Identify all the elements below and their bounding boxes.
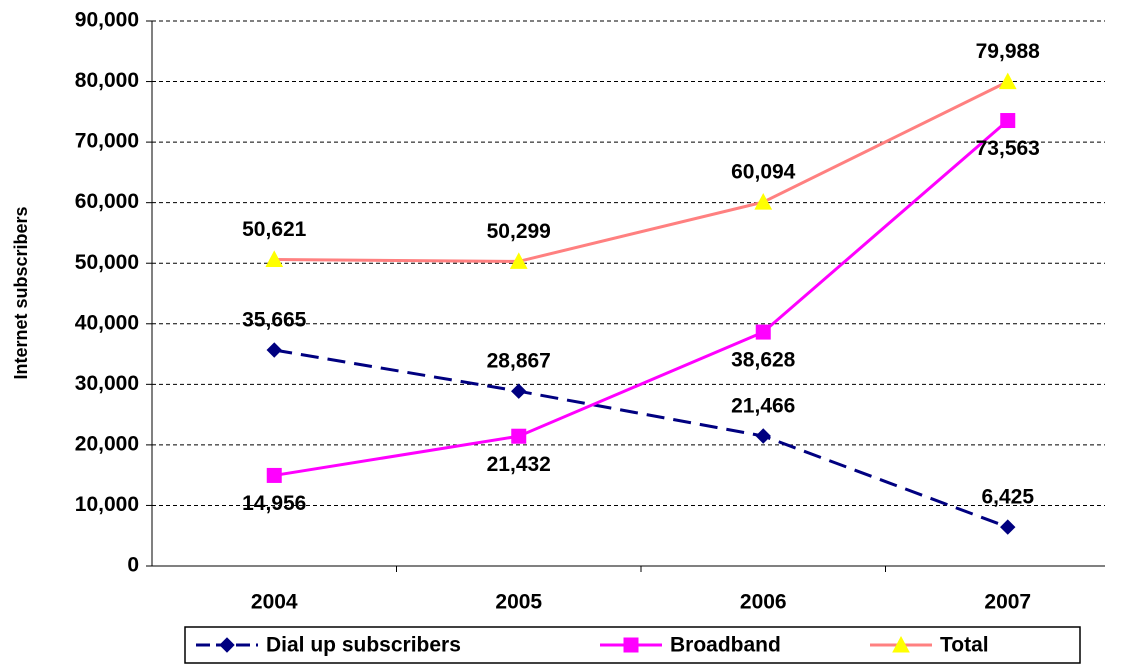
- data-label: 28,867: [487, 350, 551, 373]
- y-tick-label: 10,000: [75, 493, 139, 516]
- data-label: 21,466: [731, 395, 795, 418]
- y-tick-label: 40,000: [75, 311, 139, 334]
- point: [266, 467, 282, 483]
- series-line: [274, 80, 1009, 263]
- data-label: 21,432: [487, 453, 551, 476]
- y-tick-label: 70,000: [75, 130, 139, 153]
- series-line: [274, 119, 1009, 477]
- y-tick-label: 50,000: [75, 251, 139, 274]
- y-axis-label: Internet subscribers: [11, 206, 31, 379]
- point: [998, 72, 1017, 90]
- y-tick-label: 60,000: [75, 190, 139, 213]
- series-line: [274, 348, 1009, 529]
- legend-marker: [892, 635, 910, 653]
- point: [511, 428, 527, 444]
- data-label: 73,563: [976, 137, 1040, 160]
- y-tick-label: 90,000: [75, 9, 139, 32]
- y-tick-label: 0: [127, 554, 139, 577]
- y-tick-label: 20,000: [75, 432, 139, 455]
- point: [509, 252, 528, 269]
- point: [265, 250, 284, 267]
- point: [755, 428, 771, 444]
- data-label: 38,628: [731, 349, 796, 372]
- data-label: 79,988: [976, 40, 1041, 63]
- legend-marker: [219, 637, 235, 653]
- point: [754, 193, 773, 210]
- data-label: 50,299: [487, 220, 551, 243]
- data-label: 50,621: [242, 218, 307, 241]
- x-tick-label: 2004: [251, 591, 298, 614]
- x-tick-label: 2007: [984, 591, 1031, 614]
- x-tick-label: 2006: [740, 591, 787, 614]
- data-label: 60,094: [731, 161, 796, 184]
- point: [755, 324, 771, 340]
- x-tick-label: 2005: [495, 591, 542, 614]
- point: [266, 342, 282, 358]
- legend-label: Broadband: [670, 634, 781, 657]
- y-tick-label: 30,000: [75, 372, 139, 395]
- point: [1000, 113, 1016, 129]
- data-label: 14,956: [242, 492, 306, 515]
- data-label: 6,425: [981, 486, 1034, 509]
- legend-marker: [623, 637, 639, 653]
- data-label: 35,665: [242, 309, 307, 332]
- legend-label: Dial up subscribers: [266, 634, 461, 657]
- legend-label: Total: [940, 634, 989, 657]
- point: [1000, 519, 1016, 535]
- y-tick-label: 80,000: [75, 69, 139, 92]
- point: [511, 383, 527, 399]
